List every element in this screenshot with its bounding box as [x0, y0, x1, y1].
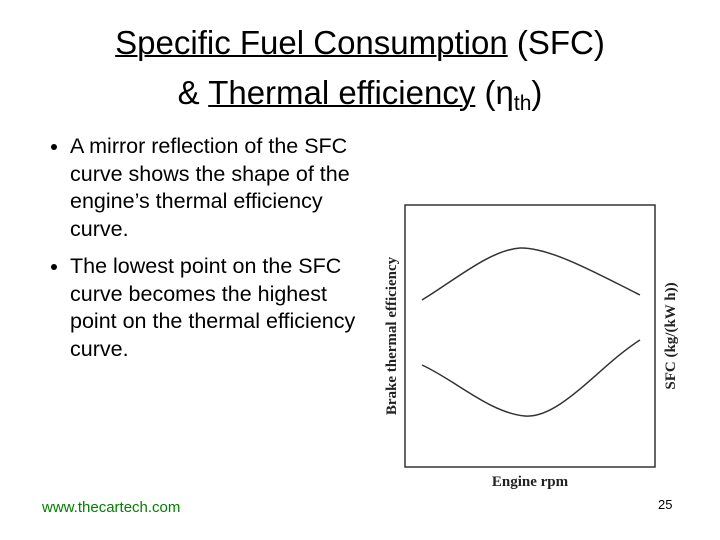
title-term: Specific Fuel Consumption [115, 24, 508, 61]
bottom-axis-label: Engine rpm [492, 474, 569, 490]
figure: Brake thermal efficiency SFC (kg/(kW h))… [384, 204, 679, 490]
title-close: ) [531, 74, 543, 111]
title-joiner: & [177, 74, 200, 111]
bullet-list: A mirror reflection of the SFC curve sho… [44, 133, 370, 373]
page-number: 25 [658, 497, 673, 512]
plot-frame [404, 204, 656, 468]
bullet: The lowest point on the SFC curve become… [70, 253, 370, 363]
title-symbol: (η [484, 74, 514, 111]
efficiency-curve [421, 247, 641, 301]
bullet: A mirror reflection of the SFC curve sho… [70, 133, 370, 243]
title-subscript: th [513, 92, 532, 115]
title-term: Thermal efficiency [208, 74, 476, 111]
right-axis-label: SFC (kg/(kW h)) [663, 282, 679, 389]
left-axis-label: Brake thermal efficiency [384, 256, 400, 415]
sfc-curve [421, 339, 641, 417]
title-abbr: (SFC) [516, 24, 605, 61]
slide-title: Specific Fuel Consumption (SFC) & Therma… [0, 18, 720, 118]
footer-website: www.thecartech.com [42, 499, 181, 516]
